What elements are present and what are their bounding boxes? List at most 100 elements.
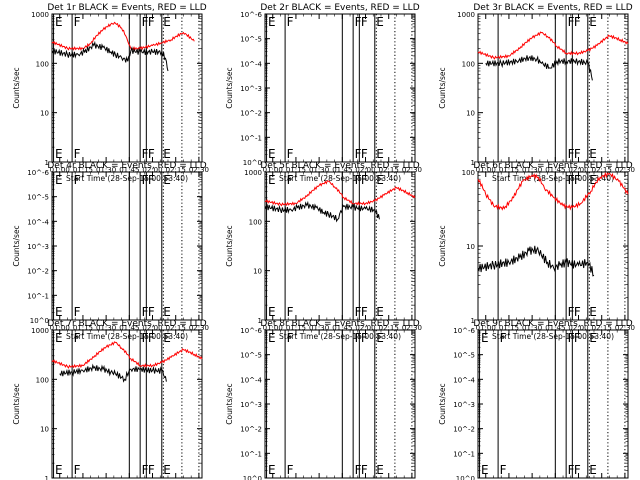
chart-title: Det 4r BLACK = Events, RED = LLD bbox=[47, 161, 206, 171]
event-marker-label: E bbox=[589, 15, 597, 29]
x-axis-label: Start Time (28-Sep-15 00:53:40) bbox=[66, 332, 188, 341]
y-tick-label: 10^-6 bbox=[27, 169, 49, 177]
event-marker-label: F bbox=[568, 173, 575, 187]
y-tick-label: 10^-3 bbox=[240, 85, 262, 93]
event-marker-label: F bbox=[74, 463, 81, 477]
x-tick-label: 02:30 bbox=[402, 324, 422, 332]
event-marker-label: F bbox=[568, 331, 575, 345]
series-line-events bbox=[59, 363, 167, 383]
x-tick-label: 02:15 bbox=[379, 324, 399, 332]
y-axis-label: Counts/sec bbox=[438, 67, 447, 108]
x-tick-label: 01:15 bbox=[286, 166, 306, 174]
x-tick-label: 01:00 bbox=[263, 324, 283, 332]
x-tick-label: 01:30 bbox=[309, 166, 329, 174]
y-axis-label: Counts/sec bbox=[438, 225, 447, 266]
event-marker-label: F bbox=[355, 463, 362, 477]
x-tick-label: 02:30 bbox=[615, 324, 635, 332]
y-tick-label: 1000 bbox=[31, 11, 49, 19]
plot-frame bbox=[477, 13, 629, 163]
event-marker-label: E bbox=[163, 463, 171, 477]
x-tick-label: 02:15 bbox=[379, 166, 399, 174]
x-tick-label: 01:00 bbox=[263, 166, 283, 174]
event-marker-label: E bbox=[589, 331, 597, 345]
chart-title: Det 2r BLACK = Events, RED = LLD bbox=[260, 3, 419, 13]
event-marker-label: E bbox=[55, 463, 63, 477]
x-tick-label: 02:15 bbox=[166, 324, 186, 332]
x-tick-label: 01:00 bbox=[476, 166, 496, 174]
x-tick-label: 02:00 bbox=[568, 166, 588, 174]
event-marker-label: E bbox=[481, 331, 489, 345]
event-marker-label: F bbox=[361, 331, 368, 345]
event-marker-label: F bbox=[355, 305, 362, 319]
y-axis-label: Counts/sec bbox=[225, 67, 234, 108]
x-tick-label: 02:00 bbox=[142, 324, 162, 332]
event-marker-label: F bbox=[142, 331, 149, 345]
y-tick-label: 10^-4 bbox=[453, 376, 475, 384]
event-marker-label: E bbox=[376, 173, 384, 187]
event-marker-label: F bbox=[574, 147, 581, 161]
event-marker-label: F bbox=[574, 173, 581, 187]
event-marker-label: F bbox=[287, 173, 294, 187]
y-tick-label: 1000 bbox=[457, 11, 475, 19]
x-tick-label: 01:00 bbox=[476, 324, 496, 332]
y-tick-label: 1 bbox=[471, 159, 475, 167]
x-tick-label: 02:00 bbox=[142, 166, 162, 174]
event-marker-label: F bbox=[148, 305, 155, 319]
series-line-events bbox=[485, 55, 593, 81]
event-marker-label: E bbox=[268, 331, 276, 345]
chart-panel-6: Det 6r BLACK = Events, RED = LLD11010001… bbox=[438, 161, 635, 341]
y-tick-label: 10^-1 bbox=[240, 134, 262, 142]
x-tick-label: 01:15 bbox=[73, 324, 93, 332]
event-marker-label: F bbox=[361, 305, 368, 319]
chart-title: Det 7r BLACK = Events, RED = LLD bbox=[47, 319, 206, 329]
series-line-lld bbox=[264, 180, 416, 207]
x-tick-label: 01:00 bbox=[50, 324, 70, 332]
event-marker-label: E bbox=[163, 305, 171, 319]
y-tick-label: 1 bbox=[45, 475, 49, 480]
x-axis-label: Start Time (28-Sep-15 00:53:40) bbox=[66, 174, 188, 183]
y-tick-label: 10^-4 bbox=[240, 60, 262, 68]
chart-panel-7: Det 7r BLACK = Events, RED = LLD 1 10 100 10… bbox=[12, 319, 207, 480]
y-axis-label: Counts/sec bbox=[12, 67, 21, 108]
chart-panel-3: Det 3r BLACK = Events, RED = LLD 1 10 100 10… bbox=[438, 3, 635, 183]
y-tick-label: 10 bbox=[40, 110, 49, 118]
event-marker-label: F bbox=[500, 331, 507, 345]
chart-title: Det 8r BLACK = Events, RED = LLD bbox=[260, 319, 419, 329]
chart-title: Det 6r BLACK = Events, RED = LLD bbox=[473, 161, 632, 171]
event-marker-label: E bbox=[589, 173, 597, 187]
event-marker-label: F bbox=[355, 331, 362, 345]
chart-title: Det 1r BLACK = Events, RED = LLD bbox=[47, 3, 206, 13]
y-tick-label: 10^0 bbox=[30, 317, 49, 325]
chart-title: Det 3r BLACK = Events, RED = LLD bbox=[473, 3, 632, 13]
plot-frame bbox=[51, 329, 203, 479]
x-tick-label: 01:15 bbox=[286, 324, 306, 332]
event-marker-label: F bbox=[574, 15, 581, 29]
y-tick-label: 100 bbox=[36, 60, 49, 68]
chart-panel-8: Det 8r BLACK = Events, RED = LLD 10^0 10^-… bbox=[225, 319, 420, 480]
y-tick-label: 10^-1 bbox=[240, 450, 262, 458]
y-tick-label: 10^-3 bbox=[453, 401, 475, 409]
chart-title: Det 9r BLACK = Events, RED = LLD bbox=[473, 319, 632, 329]
x-tick-label: 02:00 bbox=[568, 324, 588, 332]
event-marker-label: F bbox=[574, 463, 581, 477]
x-tick-label: 01:45 bbox=[119, 166, 139, 174]
x-tick-label: 01:30 bbox=[96, 324, 116, 332]
event-marker-label: E bbox=[589, 463, 597, 477]
event-marker-label: F bbox=[148, 331, 155, 345]
x-tick-label: 01:15 bbox=[499, 166, 519, 174]
series-line-events bbox=[477, 245, 595, 277]
series-line-events bbox=[264, 200, 380, 223]
event-marker-label: F bbox=[574, 305, 581, 319]
event-marker-label: F bbox=[74, 173, 81, 187]
event-marker-label: E bbox=[268, 15, 276, 29]
event-marker-label: E bbox=[589, 147, 597, 161]
x-axis-label: Start Time (28-Sep-15 00:53:40) bbox=[492, 332, 614, 341]
plot-frame bbox=[51, 13, 203, 163]
y-tick-label: 10^0 bbox=[243, 159, 262, 167]
x-axis-label: Start Time (28-Sep-15 00:53:40) bbox=[279, 332, 401, 341]
event-marker-label: E bbox=[376, 331, 384, 345]
event-marker-label: F bbox=[287, 147, 294, 161]
series-line-lld bbox=[477, 171, 629, 211]
plot-frame bbox=[264, 329, 416, 479]
event-marker-label: F bbox=[355, 147, 362, 161]
